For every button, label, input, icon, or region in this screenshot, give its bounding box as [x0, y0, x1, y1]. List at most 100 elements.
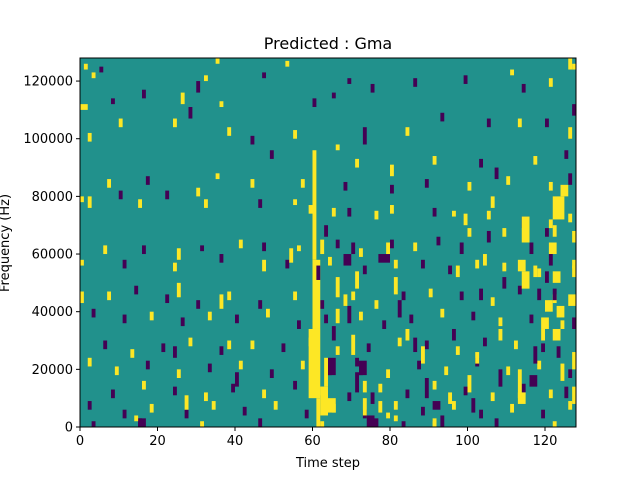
heatmap-cell	[417, 360, 422, 370]
heatmap-cell	[87, 196, 92, 208]
heatmap-cell	[300, 360, 305, 370]
heatmap-cell	[467, 181, 472, 191]
heatmap-cell	[351, 291, 356, 301]
heatmap-cell	[409, 314, 414, 324]
heatmap-cell	[227, 340, 232, 350]
heatmap-cell	[308, 205, 313, 214]
heatmap-cell	[281, 343, 286, 353]
heatmap-cell	[374, 210, 379, 220]
heatmap-cell	[463, 213, 468, 226]
heatmap-cell	[405, 389, 410, 399]
heatmap-cell	[204, 199, 208, 208]
heatmap-cell	[541, 409, 546, 419]
heatmap-cell	[165, 190, 170, 200]
heatmap-cell	[262, 242, 267, 252]
heatmap-cell	[413, 78, 418, 87]
heatmap-cell	[517, 259, 526, 272]
heatmap-cell	[548, 219, 553, 229]
heatmap-cell	[262, 72, 267, 79]
heatmap-cell	[421, 346, 425, 364]
heatmap-cell	[498, 328, 503, 341]
heatmap-cell	[130, 349, 135, 358]
heatmap-cell	[548, 181, 553, 191]
heatmap-cell	[521, 383, 526, 393]
heatmap-cell	[188, 337, 193, 347]
heatmap-cell	[343, 254, 352, 266]
heatmap-cell	[475, 259, 480, 269]
heatmap-cell	[238, 360, 243, 370]
heatmap-cell	[486, 118, 491, 128]
heatmap-cell	[390, 184, 394, 194]
heatmap-cell	[393, 415, 398, 422]
heatmap-cell	[142, 245, 146, 255]
heatmap-cell	[312, 150, 317, 260]
heatmap-cell	[250, 179, 255, 188]
heatmap-cell	[343, 294, 348, 306]
heatmap-cell	[297, 320, 301, 329]
heatmap-cell	[545, 228, 549, 237]
heatmap-cell	[91, 308, 96, 318]
heatmap-cell	[362, 380, 367, 393]
heatmap-cell	[242, 406, 247, 416]
heatmap-cell	[479, 288, 484, 301]
heatmap-cell	[514, 340, 518, 350]
heatmap-cell	[184, 395, 189, 410]
heatmap-cell	[498, 369, 503, 387]
heatmap-cell	[374, 300, 379, 309]
heatmap-cell	[180, 317, 185, 327]
heatmap-cell	[320, 239, 325, 255]
heatmap-cell	[401, 421, 406, 427]
heatmap-cell	[510, 403, 515, 413]
chart-title: Predicted : Gma	[264, 34, 392, 53]
heatmap-cell	[541, 343, 546, 353]
heatmap-cell	[335, 308, 340, 324]
heatmap-cell	[560, 363, 565, 381]
heatmap-cell	[134, 415, 139, 422]
heatmap-cell	[405, 328, 410, 341]
heatmap-cell	[258, 300, 263, 309]
heatmap-cell	[293, 130, 298, 139]
heatmap-cell	[235, 372, 239, 387]
heatmap-cell	[258, 199, 263, 208]
heatmap-cell	[207, 311, 212, 321]
heatmap-cell	[300, 179, 305, 188]
heatmap-cell	[362, 398, 367, 416]
heatmap-cell	[362, 127, 367, 145]
heatmap-cell	[440, 308, 445, 318]
heatmap-cell	[359, 248, 363, 257]
heatmap-cell	[479, 158, 484, 168]
heatmap-cell	[467, 228, 472, 237]
heatmap-cell	[87, 401, 92, 410]
heatmap-cell	[196, 300, 201, 309]
heatmap-cell	[386, 412, 391, 419]
heatmap-cell	[204, 75, 208, 82]
y-tick-label: 0	[65, 421, 73, 436]
heatmap-cell	[149, 403, 154, 413]
x-tick-label: 60	[304, 434, 321, 449]
heatmap-cell	[483, 337, 487, 347]
heatmap-cell	[572, 259, 577, 269]
heatmap-cell	[568, 294, 576, 306]
heatmap-cell	[165, 294, 170, 304]
heatmap-cell	[556, 346, 561, 358]
heatmap-cell	[552, 288, 557, 301]
heatmap-cell	[297, 245, 301, 252]
heatmap-cell	[250, 135, 255, 145]
y-axis-label: Frequency (Hz)	[0, 194, 13, 292]
heatmap-cell	[103, 340, 108, 350]
heatmap-cell	[289, 248, 294, 263]
heatmap-cell	[545, 271, 549, 283]
heatmap-cell	[335, 239, 340, 249]
heatmap-cell	[572, 352, 577, 370]
heatmap-cell	[118, 190, 123, 200]
heatmap-cell	[227, 291, 232, 301]
heatmap-cell	[424, 179, 429, 188]
heatmap-cell	[335, 277, 340, 298]
heatmap-cell	[452, 328, 456, 341]
heatmap-cell	[328, 357, 336, 376]
heatmap-cell	[111, 389, 115, 399]
heatmap-cell	[370, 392, 375, 404]
heatmap-cell	[386, 369, 391, 378]
heatmap-cell	[490, 196, 495, 208]
heatmap-cell	[107, 179, 112, 188]
